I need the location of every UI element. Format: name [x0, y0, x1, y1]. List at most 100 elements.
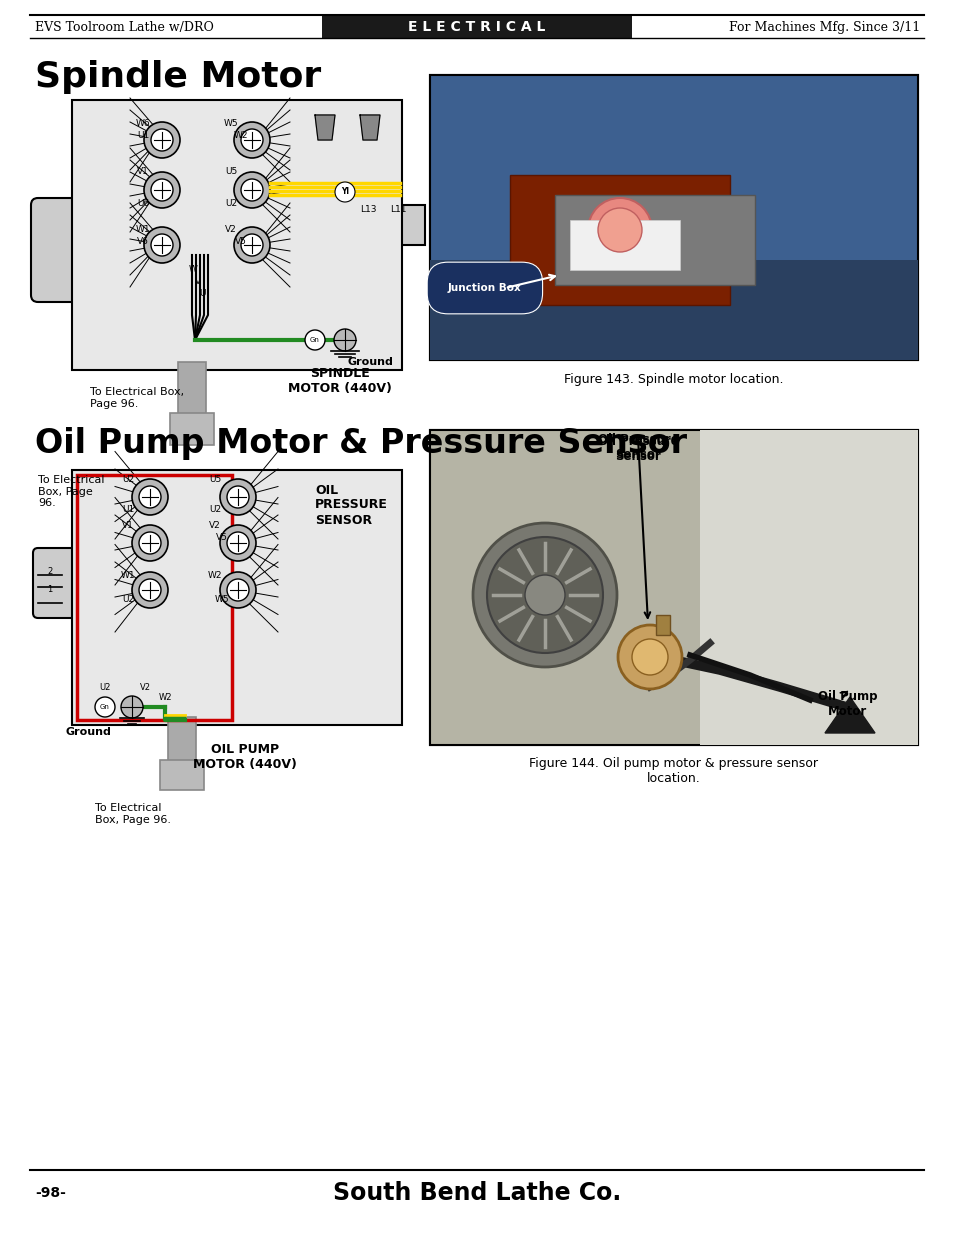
Polygon shape — [314, 115, 335, 140]
Text: 2: 2 — [48, 568, 52, 577]
Circle shape — [631, 638, 667, 676]
Text: For Machines Mfg. Since 3/11: For Machines Mfg. Since 3/11 — [728, 21, 919, 33]
Circle shape — [241, 179, 263, 201]
FancyBboxPatch shape — [30, 198, 87, 303]
Circle shape — [220, 572, 255, 608]
FancyBboxPatch shape — [33, 548, 85, 618]
Text: To Electrical
Box, Page
96.: To Electrical Box, Page 96. — [38, 475, 105, 508]
Text: EVS Toolroom Lathe w/DRO: EVS Toolroom Lathe w/DRO — [35, 21, 213, 33]
Circle shape — [598, 207, 641, 252]
Text: To Electrical
Box, Page 96.: To Electrical Box, Page 96. — [95, 803, 171, 825]
Circle shape — [151, 128, 172, 151]
Text: U6: U6 — [136, 199, 149, 207]
Text: Yl: Yl — [340, 188, 349, 196]
Text: V2: V2 — [209, 520, 221, 530]
Text: V6: V6 — [137, 237, 149, 247]
FancyBboxPatch shape — [569, 220, 679, 270]
FancyBboxPatch shape — [430, 75, 917, 359]
Text: V5: V5 — [234, 237, 247, 247]
Text: U5: U5 — [225, 168, 237, 177]
Circle shape — [121, 697, 143, 718]
Circle shape — [233, 172, 270, 207]
Circle shape — [305, 330, 325, 350]
Circle shape — [144, 227, 180, 263]
Text: W1: W1 — [121, 571, 135, 579]
Text: W5: W5 — [223, 119, 238, 127]
Text: E L E C T R I C A L: E L E C T R I C A L — [408, 20, 545, 35]
Text: OIL PUMP
MOTOR (440V): OIL PUMP MOTOR (440V) — [193, 743, 296, 771]
Polygon shape — [824, 697, 874, 734]
Circle shape — [220, 525, 255, 561]
FancyBboxPatch shape — [430, 430, 917, 745]
Text: L11: L11 — [390, 205, 406, 215]
Text: SPINDLE
MOTOR (440V): SPINDLE MOTOR (440V) — [288, 367, 392, 395]
FancyBboxPatch shape — [71, 100, 401, 370]
Text: W: W — [189, 266, 197, 274]
Text: Ground: Ground — [65, 727, 111, 737]
FancyBboxPatch shape — [656, 615, 669, 635]
FancyBboxPatch shape — [430, 430, 917, 745]
Text: Oil Pressure
Sensor: Oil Pressure Sensor — [597, 435, 678, 463]
Text: OIL
PRESSURE
SENSOR: OIL PRESSURE SENSOR — [314, 483, 388, 526]
Text: W2: W2 — [158, 693, 172, 701]
Circle shape — [139, 532, 161, 555]
Text: U: U — [199, 289, 206, 298]
Text: Figure 143. Spindle motor location.: Figure 143. Spindle motor location. — [563, 373, 783, 387]
FancyBboxPatch shape — [510, 175, 729, 305]
Text: L13: L13 — [359, 205, 375, 215]
Circle shape — [524, 576, 564, 615]
Text: U2: U2 — [99, 683, 111, 692]
Text: Spindle Motor: Spindle Motor — [35, 61, 321, 94]
Circle shape — [241, 128, 263, 151]
FancyBboxPatch shape — [178, 362, 206, 417]
Text: -98-: -98- — [35, 1186, 66, 1200]
Circle shape — [618, 625, 681, 689]
Circle shape — [95, 697, 115, 718]
Text: Oil Pump
Motor: Oil Pump Motor — [818, 690, 877, 718]
Circle shape — [486, 537, 602, 653]
Circle shape — [220, 479, 255, 515]
Text: W1: W1 — [135, 226, 151, 235]
Text: Ground: Ground — [347, 357, 393, 367]
Circle shape — [151, 233, 172, 256]
Circle shape — [233, 122, 270, 158]
FancyBboxPatch shape — [430, 75, 917, 359]
Text: U5: U5 — [209, 475, 221, 484]
Circle shape — [144, 172, 180, 207]
Circle shape — [144, 122, 180, 158]
Text: Figure 144. Oil pump motor & pressure sensor
location.: Figure 144. Oil pump motor & pressure se… — [529, 757, 818, 785]
Text: U1: U1 — [122, 505, 134, 514]
Text: Gn: Gn — [100, 704, 110, 710]
Text: W2: W2 — [233, 131, 248, 140]
Circle shape — [241, 233, 263, 256]
Circle shape — [335, 182, 355, 203]
Text: W6: W6 — [135, 119, 151, 127]
Circle shape — [132, 479, 168, 515]
FancyBboxPatch shape — [168, 718, 195, 764]
Text: U1: U1 — [136, 131, 149, 140]
Text: South Bend Lathe Co.: South Bend Lathe Co. — [333, 1181, 620, 1205]
Text: U2: U2 — [122, 475, 134, 484]
Circle shape — [139, 487, 161, 508]
FancyBboxPatch shape — [395, 205, 424, 245]
Text: V2: V2 — [139, 683, 151, 692]
Text: U2: U2 — [225, 199, 236, 207]
Text: U2: U2 — [209, 505, 221, 514]
Circle shape — [334, 329, 355, 351]
Text: V5: V5 — [215, 532, 228, 541]
FancyBboxPatch shape — [700, 430, 917, 745]
Circle shape — [132, 572, 168, 608]
Text: 1: 1 — [48, 585, 52, 594]
FancyBboxPatch shape — [170, 412, 213, 445]
FancyBboxPatch shape — [555, 195, 754, 285]
Circle shape — [473, 522, 617, 667]
FancyBboxPatch shape — [71, 471, 401, 725]
Circle shape — [139, 579, 161, 601]
Circle shape — [227, 487, 249, 508]
Polygon shape — [359, 115, 379, 140]
FancyBboxPatch shape — [322, 15, 631, 38]
Text: W2: W2 — [208, 571, 222, 579]
Text: V2: V2 — [225, 226, 236, 235]
Text: V1: V1 — [137, 168, 149, 177]
Text: Oil Pump Motor & Pressure Sensor: Oil Pump Motor & Pressure Sensor — [35, 427, 686, 459]
